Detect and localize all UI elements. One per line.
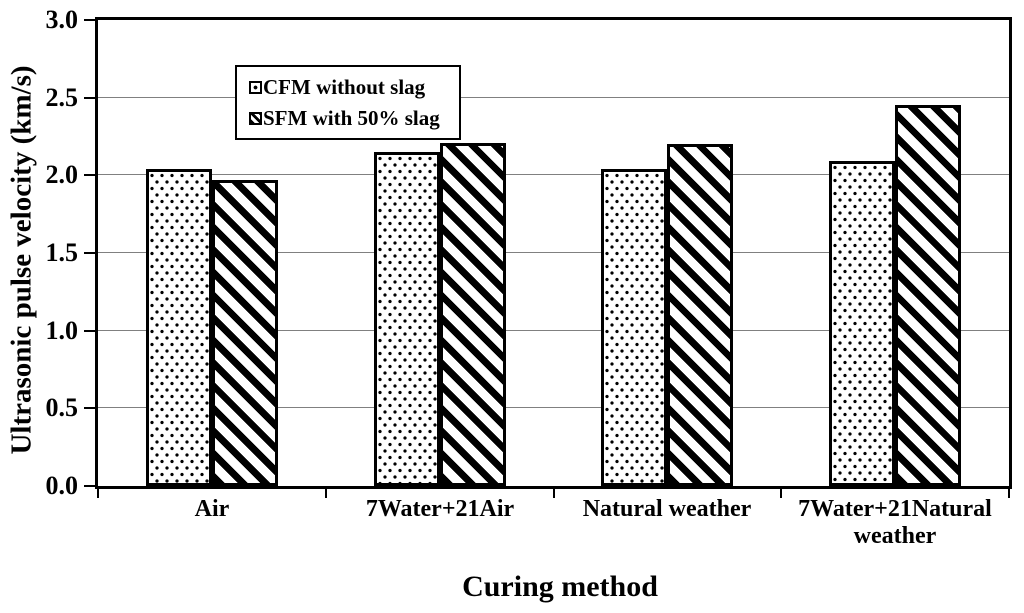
y-tick-label: 1.0 <box>45 316 79 345</box>
y-axis-tick <box>84 252 95 254</box>
x-axis-tick <box>780 489 782 498</box>
bar-s0-c1 <box>374 152 440 486</box>
legend: CFM without slag SFM with 50% slag <box>235 65 461 140</box>
gridline <box>98 174 1009 176</box>
bar-s0-c3 <box>829 161 895 486</box>
legend-label-cfm: CFM without slag <box>263 75 426 99</box>
gridline <box>98 329 1009 331</box>
sfm-hatched-swatch-icon <box>249 111 262 125</box>
legend-entry-sfm: SFM with 50% slag <box>249 106 451 130</box>
x-axis-tick <box>553 489 555 498</box>
y-axis-tick <box>84 407 95 409</box>
gridline <box>98 252 1009 253</box>
x-category-label: 7Water+21Air <box>365 496 515 522</box>
x-category-label: Air <box>194 496 230 522</box>
y-tick-label: 0.5 <box>45 393 79 422</box>
legend-label-sfm: SFM with 50% slag <box>263 106 440 130</box>
bar-s0-c0 <box>146 169 212 486</box>
y-axis-tick <box>84 485 95 487</box>
y-axis-tick <box>84 19 95 21</box>
x-axis-title: Curing method <box>462 570 658 603</box>
bar-s0-c2 <box>601 169 667 486</box>
x-category-label: Natural weather <box>582 496 752 522</box>
x-category-label: 7Water+21Natural weather <box>798 496 992 549</box>
plot-area: CFM without slag SFM with 50% slag <box>95 17 1012 489</box>
bar-s1-c1 <box>440 142 506 486</box>
y-tick-label: 3.0 <box>45 5 79 34</box>
legend-entry-cfm: CFM without slag <box>249 75 451 99</box>
bar-s1-c3 <box>895 105 961 486</box>
y-tick-label: 0.0 <box>45 471 79 500</box>
x-axis-tick <box>1008 489 1010 498</box>
x-axis-tick <box>325 489 327 498</box>
bar-s1-c0 <box>212 180 278 486</box>
bar-s1-c2 <box>667 144 733 486</box>
cfm-dotted-swatch-icon <box>249 80 262 94</box>
x-axis-tick <box>97 489 99 498</box>
y-tick-label: 2.0 <box>45 160 79 189</box>
y-axis-tick <box>84 174 95 176</box>
y-tick-label: 1.5 <box>45 238 79 267</box>
y-tick-label: 2.5 <box>45 83 79 112</box>
gridline <box>98 407 1009 409</box>
y-axis-tick <box>84 97 95 99</box>
y-axis-tick <box>84 330 95 332</box>
gridline <box>98 96 1009 98</box>
